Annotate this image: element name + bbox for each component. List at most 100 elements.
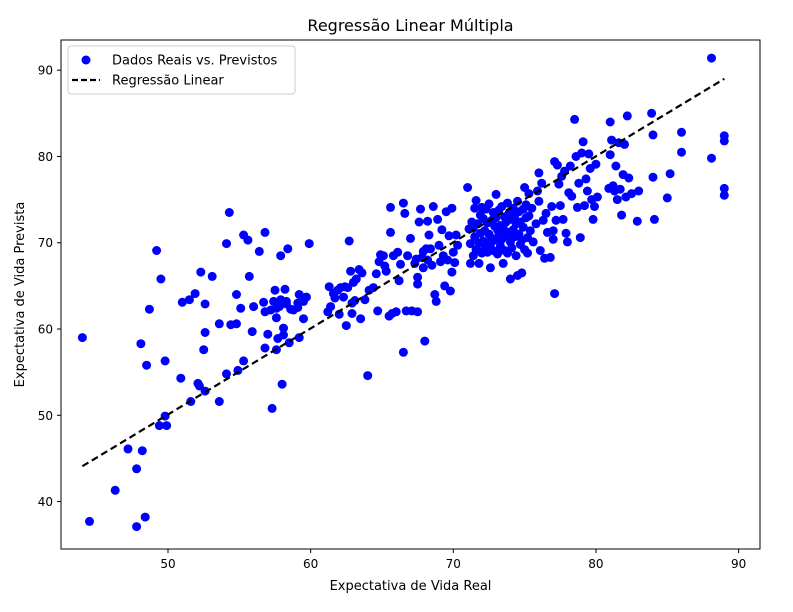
data-point bbox=[232, 319, 241, 329]
data-point bbox=[339, 292, 348, 302]
data-point bbox=[719, 183, 729, 193]
data-point bbox=[450, 258, 460, 268]
data-point bbox=[424, 230, 434, 240]
data-point bbox=[386, 202, 395, 212]
x-tick-label: 90 bbox=[731, 557, 746, 571]
data-point bbox=[350, 296, 360, 305]
data-point bbox=[505, 274, 515, 284]
legend: Dados Reais vs. Previstos Regressão Line… bbox=[67, 45, 296, 95]
data-point bbox=[281, 296, 291, 306]
data-point bbox=[222, 239, 231, 249]
legend-label-scatter: Dados Reais vs. Previstos bbox=[112, 54, 278, 69]
y-tick-label: 40 bbox=[38, 495, 53, 509]
x-tick-label: 50 bbox=[160, 557, 175, 571]
data-point bbox=[190, 289, 200, 299]
data-point bbox=[283, 244, 293, 254]
data-point bbox=[574, 178, 584, 188]
data-point bbox=[398, 347, 408, 357]
data-point bbox=[707, 153, 716, 163]
data-point bbox=[386, 227, 395, 237]
data-point bbox=[260, 227, 270, 237]
data-point bbox=[294, 333, 304, 343]
data-point bbox=[239, 356, 249, 366]
data-point bbox=[605, 150, 615, 160]
data-point bbox=[707, 53, 716, 63]
data-point bbox=[592, 192, 602, 202]
data-point bbox=[244, 271, 254, 281]
data-point bbox=[523, 248, 532, 258]
data-point bbox=[343, 283, 353, 293]
data-point bbox=[294, 290, 304, 299]
y-axis: 40 50 60 70 80 90 bbox=[38, 64, 61, 509]
data-point bbox=[299, 314, 308, 324]
data-point bbox=[524, 211, 534, 221]
data-point bbox=[434, 240, 444, 250]
legend-box bbox=[67, 45, 296, 95]
data-point bbox=[548, 226, 558, 236]
data-point bbox=[196, 267, 206, 277]
data-point bbox=[620, 139, 629, 149]
data-point bbox=[554, 179, 564, 189]
data-point bbox=[719, 136, 729, 146]
data-point bbox=[443, 255, 453, 265]
data-point bbox=[465, 239, 475, 249]
data-point bbox=[470, 203, 480, 213]
data-point bbox=[132, 464, 142, 474]
data-point bbox=[511, 251, 521, 261]
data-point bbox=[615, 184, 625, 194]
data-point bbox=[420, 336, 430, 346]
data-point bbox=[662, 193, 672, 203]
x-tick-label: 70 bbox=[446, 557, 461, 571]
data-point bbox=[649, 214, 659, 224]
data-point bbox=[276, 251, 286, 261]
data-point bbox=[413, 279, 423, 289]
data-point bbox=[140, 512, 150, 522]
data-point bbox=[535, 246, 545, 255]
data-point bbox=[200, 328, 210, 337]
data-point bbox=[547, 202, 557, 211]
data-point bbox=[393, 247, 403, 257]
data-point bbox=[184, 295, 194, 305]
data-point bbox=[622, 111, 632, 121]
data-point bbox=[575, 233, 585, 243]
data-point bbox=[525, 226, 535, 236]
data-point bbox=[304, 239, 314, 249]
data-point bbox=[590, 202, 599, 211]
data-point bbox=[418, 263, 428, 273]
data-point bbox=[200, 299, 210, 309]
data-point bbox=[463, 183, 473, 192]
data-point bbox=[347, 309, 357, 318]
data-point bbox=[413, 272, 423, 282]
data-point bbox=[558, 214, 568, 224]
data-point bbox=[381, 266, 391, 276]
data-point bbox=[550, 289, 560, 299]
data-point bbox=[518, 222, 528, 232]
data-point bbox=[665, 169, 675, 179]
data-point bbox=[269, 296, 279, 306]
data-point bbox=[538, 215, 548, 225]
data-point bbox=[627, 189, 637, 199]
data-point bbox=[391, 307, 401, 317]
data-point bbox=[398, 198, 408, 208]
data-point bbox=[176, 373, 186, 383]
data-point bbox=[110, 485, 120, 495]
y-tick-label: 50 bbox=[38, 409, 53, 423]
x-axis: 50 60 70 80 90 bbox=[160, 549, 746, 571]
data-point bbox=[548, 234, 558, 244]
data-point bbox=[591, 159, 601, 169]
data-point bbox=[77, 333, 87, 343]
data-point bbox=[222, 369, 231, 379]
data-point bbox=[719, 190, 729, 200]
data-point bbox=[132, 522, 142, 532]
data-point bbox=[271, 313, 281, 323]
data-point bbox=[85, 516, 94, 526]
data-point bbox=[451, 230, 461, 240]
data-point bbox=[426, 244, 435, 254]
data-point bbox=[572, 202, 582, 212]
data-point bbox=[545, 252, 555, 262]
data-point bbox=[363, 371, 373, 381]
data-point bbox=[414, 217, 424, 227]
data-point bbox=[605, 117, 615, 127]
data-point bbox=[437, 225, 447, 235]
